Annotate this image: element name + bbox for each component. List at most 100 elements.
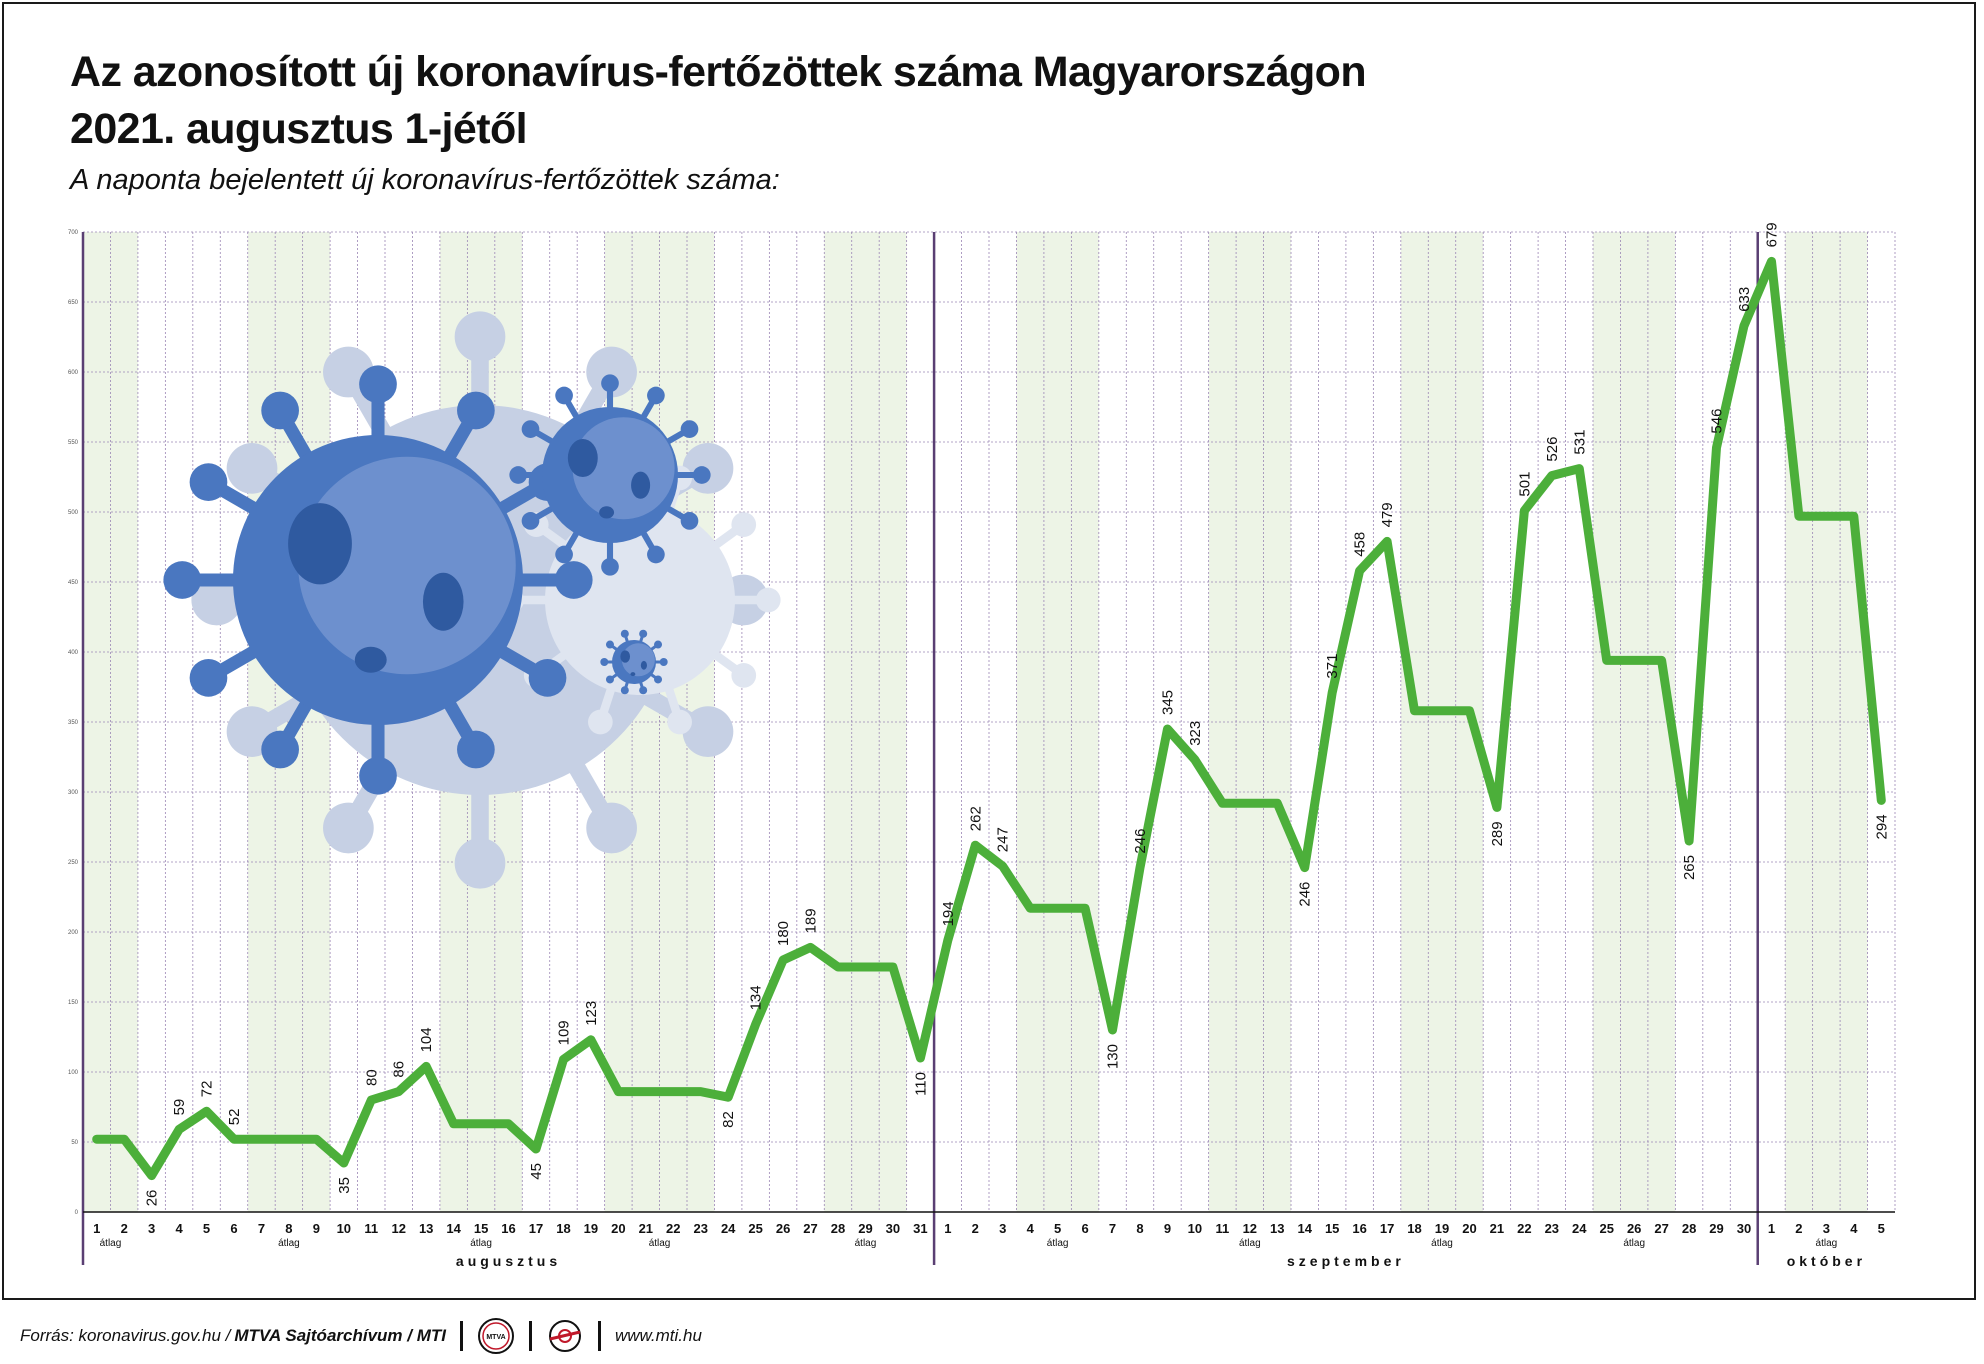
virus-crater — [630, 672, 636, 677]
data-label: 110 — [912, 1072, 929, 1096]
x-tick-label: 20 — [611, 1221, 625, 1236]
data-point — [95, 1137, 99, 1141]
data-label: 531 — [1571, 430, 1588, 455]
virus-spike-tip — [226, 443, 278, 494]
data-point — [1467, 709, 1471, 713]
virus-spike-tip — [731, 663, 757, 688]
line-chart: 0 50 100 150 200 250 300 350 400 450 500 550 600 650 7… — [68, 222, 1896, 1269]
virus-spike-tip — [659, 658, 668, 666]
x-tick-label: 7 — [1109, 1221, 1116, 1236]
virus-spike-tip — [682, 443, 734, 494]
x-tick-label: 23 — [1545, 1221, 1559, 1236]
y-tick-label: 700 — [68, 230, 79, 236]
virus-highlight — [621, 643, 655, 677]
data-point — [287, 1137, 291, 1141]
x-tick-label: 14 — [446, 1221, 461, 1236]
x-tick-label: 19 — [584, 1221, 598, 1236]
data-point — [1522, 509, 1526, 513]
data-point — [369, 1098, 373, 1102]
virus-spike-tip — [163, 561, 202, 599]
y-tick-label: 250 — [68, 860, 79, 866]
virus-spike-tip — [454, 837, 506, 889]
virus-spike-tip — [692, 466, 711, 484]
virus-highlight — [572, 417, 675, 520]
x-tick-label: 18 — [1407, 1221, 1421, 1236]
virus-illustration — [163, 311, 781, 889]
x-tick-label: 17 — [1380, 1221, 1394, 1236]
data-point — [918, 1056, 922, 1060]
data-point — [452, 1122, 456, 1126]
x-tick-label: 22 — [1517, 1221, 1531, 1236]
x-tick-label: 1 — [93, 1221, 100, 1236]
virus-spike-tip — [647, 386, 665, 405]
virus-spike-tip — [605, 640, 614, 649]
data-point — [1138, 866, 1142, 870]
x-tick-label: 24 — [721, 1221, 736, 1236]
virus-spike-tip — [680, 420, 699, 438]
data-label: 180 — [775, 921, 792, 946]
x-tick-label: 15 — [474, 1221, 488, 1236]
virus-spike-tip — [588, 709, 613, 735]
data-label: 262 — [967, 806, 984, 831]
x-tick-label: 16 — [1352, 1221, 1366, 1236]
x-tick-label: 21 — [639, 1221, 653, 1236]
virus-spike-tip — [586, 346, 637, 398]
y-tick-label: 350 — [68, 720, 79, 726]
virus-spike-tip — [359, 756, 397, 795]
data-point — [1577, 467, 1581, 471]
x-tick-label: 5 — [1878, 1221, 1885, 1236]
data-point — [781, 958, 785, 962]
x-tick-label: 2 — [972, 1221, 979, 1236]
x-tick-label: 22 — [666, 1221, 680, 1236]
chart-title-line-2: 2021. augusztus 1-jétől — [70, 105, 528, 153]
data-point — [726, 1095, 730, 1099]
data-line — [92, 256, 1886, 1181]
data-label: 246 — [1297, 882, 1314, 907]
virus-spike-tip — [654, 640, 663, 649]
y-tick-label: 200 — [68, 930, 79, 936]
virus-spike-tip — [731, 512, 757, 537]
data-point — [836, 965, 840, 969]
x-tick-label: 5 — [1054, 1221, 1061, 1236]
x-tick-label: 8 — [285, 1221, 292, 1236]
data-point — [1715, 446, 1719, 450]
data-label: 189 — [803, 908, 820, 933]
data-label: 134 — [748, 985, 765, 1010]
x-tick-label: 10 — [337, 1221, 351, 1236]
data-point — [534, 1147, 538, 1151]
data-point — [314, 1137, 318, 1141]
footer-divider — [459, 1321, 463, 1351]
virus-spike-tip — [457, 730, 495, 769]
virus-spike-tip — [359, 365, 397, 404]
virus-spike-tip — [555, 386, 573, 405]
virus-spike-tip — [555, 545, 573, 564]
data-point — [1165, 727, 1169, 731]
weekend-band — [1208, 232, 1291, 1212]
x-tick-label: 1 — [944, 1221, 951, 1236]
data-point — [1687, 839, 1691, 843]
x-tick-label: 21 — [1490, 1221, 1504, 1236]
x-tick-label: 14 — [1297, 1221, 1312, 1236]
footer-divider — [597, 1321, 601, 1351]
x-tick-label: 24 — [1572, 1221, 1587, 1236]
virus-crater — [631, 471, 651, 499]
x-tick-label: 25 — [1599, 1221, 1613, 1236]
data-label: 35 — [336, 1177, 353, 1194]
data-label: 45 — [528, 1163, 545, 1180]
x-tick-label: 6 — [230, 1221, 237, 1236]
month-label: augusztus — [456, 1253, 561, 1269]
x-tick-label: 17 — [529, 1221, 543, 1236]
y-tick-label: 600 — [68, 370, 79, 376]
x-tick-label: 3 — [148, 1221, 155, 1236]
data-point — [1056, 906, 1060, 910]
weekend-band — [1785, 232, 1868, 1212]
data-point — [891, 965, 895, 969]
y-tick-label: 300 — [68, 790, 79, 796]
x-tick-label: 11 — [1215, 1221, 1229, 1236]
y-tick-label: 50 — [71, 1140, 78, 1146]
website-link[interactable]: www.mti.hu — [614, 1326, 702, 1345]
virus-spike-tip — [261, 730, 299, 769]
chart-subtitle: A naponta bejelentett új koronavírus-fer… — [70, 164, 780, 196]
y-tick-label: 100 — [68, 1070, 79, 1076]
data-point — [1220, 801, 1224, 805]
